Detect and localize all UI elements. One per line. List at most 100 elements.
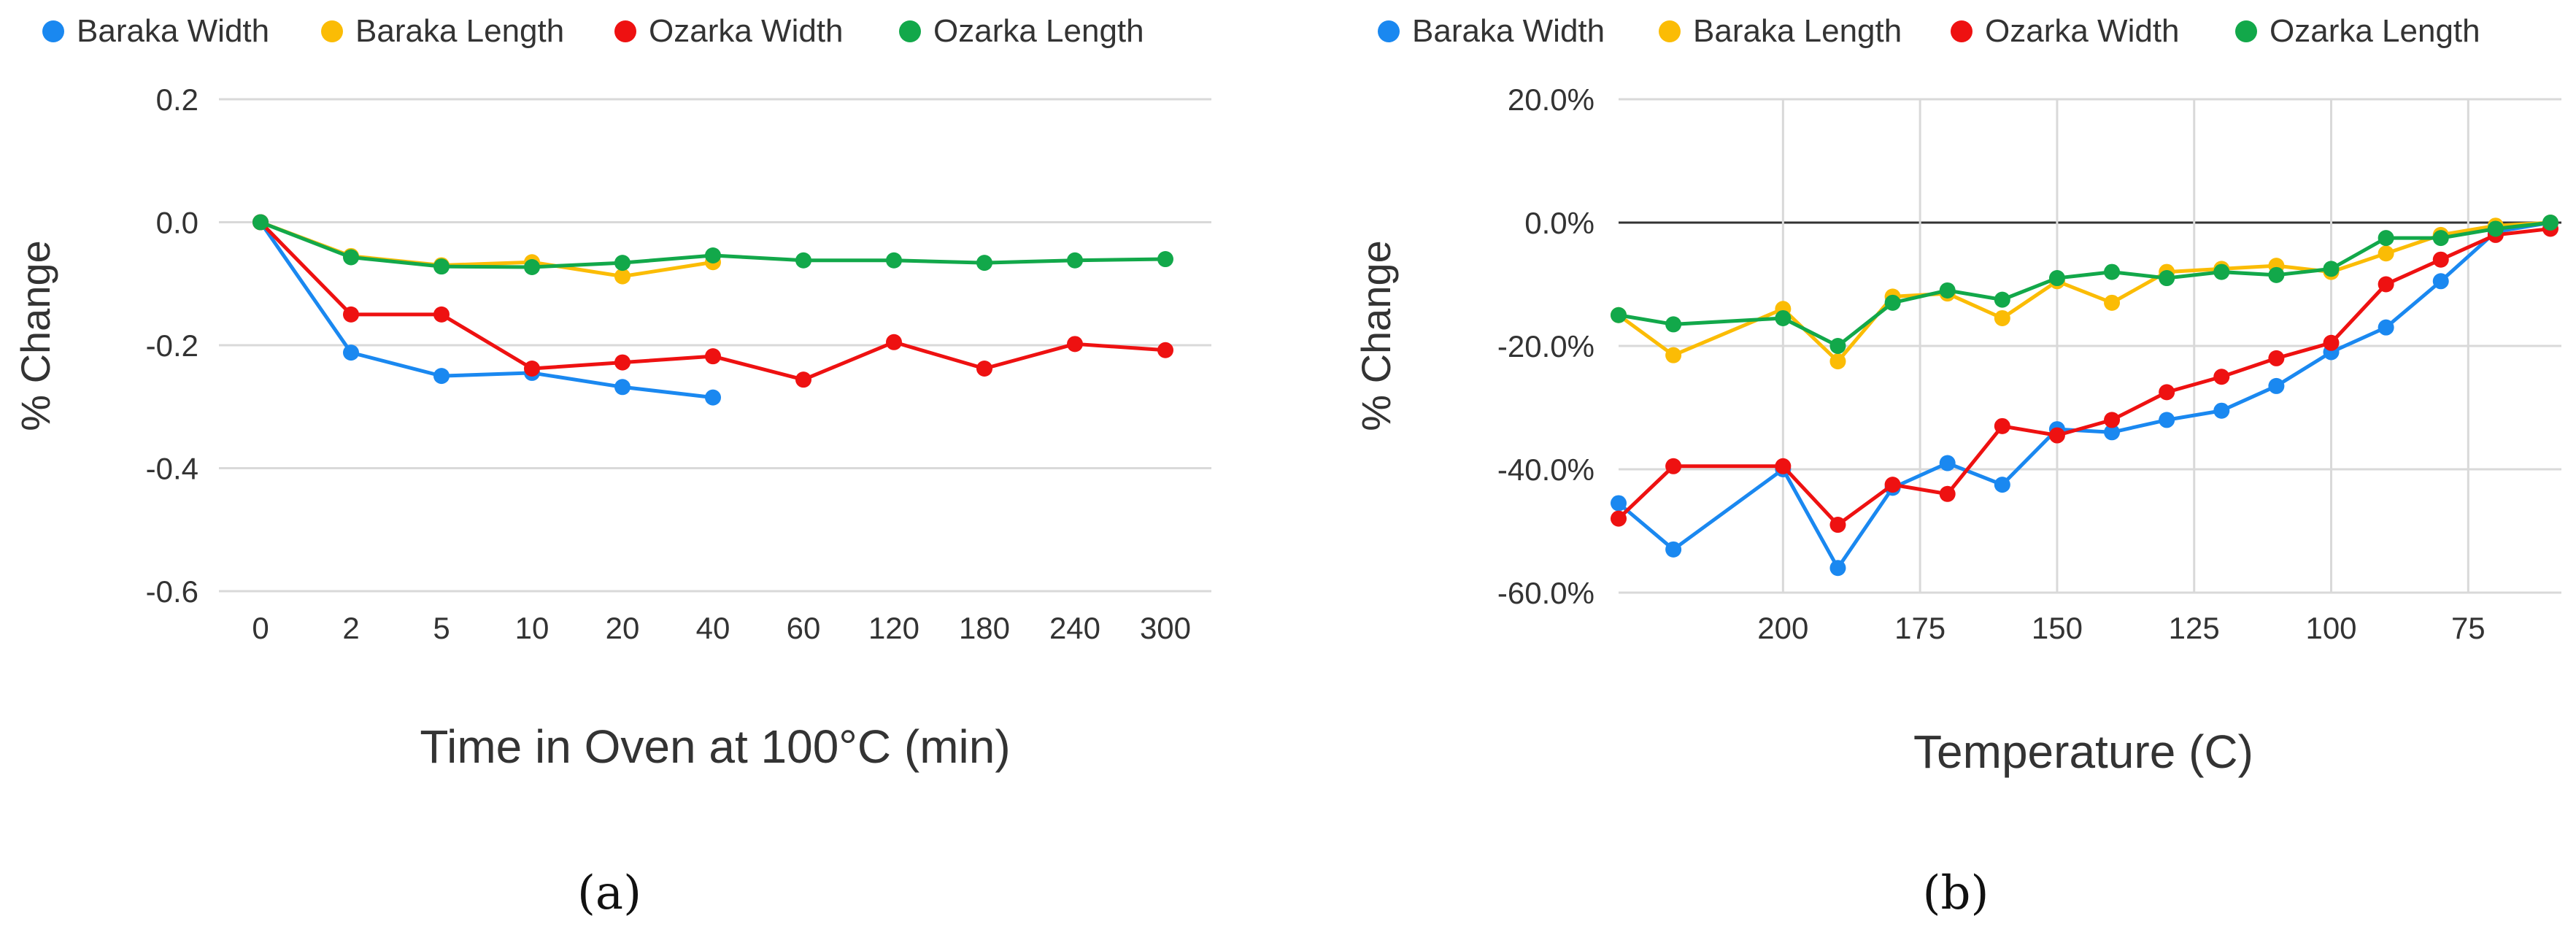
point-ozarka-length (343, 249, 359, 266)
line-ozarka-width (1617, 226, 2551, 527)
x-tick-label-b: 75 (2451, 611, 2486, 645)
y-axis-label-b: % Change (1353, 240, 1399, 431)
legend-label-baraka-length: Baraka Length (355, 13, 564, 49)
point-ozarka-length (433, 258, 450, 275)
legend-marker-baraka-length (1659, 20, 1681, 42)
point-baraka-length (1665, 347, 1682, 363)
point-baraka-width (2104, 424, 2121, 441)
point-ozarka-width (343, 306, 359, 323)
point-ozarka-length (2487, 220, 2504, 237)
x-tick-label-a: 2 (342, 611, 359, 645)
point-ozarka-length (705, 247, 721, 263)
line-baraka-length (1617, 220, 2551, 363)
point-ozarka-width (1665, 458, 1682, 474)
point-ozarka-width (2159, 384, 2175, 401)
panel-label-a: (a) (577, 866, 641, 920)
point-ozarka-length (2323, 261, 2340, 277)
legend-marker-baraka-width (1378, 20, 1400, 42)
gridlines-b (1619, 98, 2561, 594)
line-baraka-width (258, 221, 714, 400)
point-ozarka-width (614, 354, 630, 371)
point-ozarka-length (2378, 230, 2394, 247)
point-ozarka-width (1884, 477, 1901, 493)
point-ozarka-length (2159, 270, 2175, 287)
point-ozarka-width (886, 334, 902, 350)
y-tick-label-a: 0.2 (156, 82, 198, 117)
x-tick-label-a: 60 (787, 611, 821, 645)
point-ozarka-width (524, 361, 540, 377)
y-tick-label-b: -60.0% (1497, 576, 1594, 610)
point-ozarka-length (1067, 252, 1083, 269)
point-baraka-width (2268, 377, 2285, 394)
point-ozarka-length (2542, 215, 2558, 231)
point-ozarka-width (1157, 342, 1173, 358)
legend-marker-ozarka-length (2235, 20, 2257, 42)
legend-label-baraka-width: Baraka Width (77, 13, 269, 49)
x-tick-label-b: 200 (1757, 611, 1808, 645)
x-tick-label-a: 20 (606, 611, 640, 645)
y-tick-label-a: -0.4 (146, 452, 198, 486)
point-baraka-width (1829, 560, 1846, 577)
x-tick-label-a: 40 (696, 611, 730, 645)
y-tick-labels-a: 0.2 0.0 -0.2 -0.4 -0.6 (146, 82, 198, 609)
point-ozarka-length (2268, 266, 2285, 283)
point-ozarka-width (1994, 417, 2010, 434)
point-ozarka-width (2048, 427, 2065, 444)
point-ozarka-width (433, 306, 450, 323)
point-ozarka-length (2048, 270, 2065, 287)
point-baraka-width (1994, 477, 2010, 493)
point-ozarka-length (1775, 309, 1792, 326)
point-baraka-length (2104, 294, 2121, 311)
y-tick-label-b: 20.0% (1508, 82, 1594, 117)
point-ozarka-width (2104, 412, 2121, 428)
point-ozarka-width (795, 371, 811, 388)
point-ozarka-length (2104, 263, 2121, 280)
point-baraka-width (2213, 402, 2230, 419)
panel-label-b: (b) (1923, 866, 1989, 920)
legend-label-baraka-length: Baraka Length (1693, 13, 1902, 49)
point-ozarka-width (2213, 369, 2230, 385)
x-tick-label-b: 100 (2305, 611, 2356, 645)
legend-label-ozarka-length: Ozarka Length (2270, 13, 2480, 49)
y-tick-label-a: -0.2 (146, 328, 198, 363)
point-ozarka-length (976, 255, 992, 271)
legend-marker-ozarka-width (1951, 20, 1973, 42)
point-baraka-width (614, 379, 630, 396)
x-tick-labels-b: 200 175 150 125 100 75 (1757, 611, 2485, 645)
point-ozarka-width (2268, 350, 2285, 366)
point-baraka-width (433, 368, 450, 385)
x-tick-label-a: 5 (433, 611, 450, 645)
x-tick-label-a: 240 (1049, 611, 1100, 645)
x-tick-label-b: 175 (1894, 611, 1946, 645)
chart-panel-a: Baraka Width Baraka Length Ozarka Width Oza… (12, 13, 1211, 920)
point-ozarka-width (1611, 510, 1627, 527)
point-ozarka-width (1829, 517, 1846, 534)
x-tick-label-b: 150 (2032, 611, 2083, 645)
point-baraka-width (1611, 495, 1627, 512)
series-a (252, 214, 1173, 406)
y-axis-label-a: % Change (12, 240, 58, 431)
point-ozarka-length (1939, 282, 1956, 299)
point-ozarka-length (252, 214, 269, 231)
legend-label-ozarka-length: Ozarka Length (933, 13, 1144, 49)
point-ozarka-width (705, 348, 721, 365)
x-tick-label-a: 10 (515, 611, 549, 645)
point-baraka-width (2432, 273, 2449, 290)
point-baraka-length (1829, 353, 1846, 370)
legend-label-ozarka-width: Ozarka Width (649, 13, 844, 49)
point-ozarka-length (2213, 263, 2230, 280)
point-ozarka-length (1994, 291, 2010, 308)
point-ozarka-width (1939, 485, 1956, 502)
x-tick-label-b: 125 (2169, 611, 2220, 645)
x-tick-label-a: 0 (252, 611, 269, 645)
y-tick-labels-b: 20.0% 0.0% -20.0% -40.0% -60.0% (1497, 82, 1594, 610)
point-ozarka-length (524, 259, 540, 276)
x-tick-labels-a: 0 2 5 10 20 40 60 120 180 240 300 (252, 611, 1191, 645)
point-baraka-length (614, 268, 630, 285)
point-ozarka-length (886, 252, 902, 269)
chart-panel-b: Baraka Width Baraka Length Ozarka Width Oza… (1353, 13, 2561, 920)
point-ozarka-length (614, 255, 630, 271)
point-ozarka-width (2378, 276, 2394, 293)
point-baraka-width (1939, 455, 1956, 471)
